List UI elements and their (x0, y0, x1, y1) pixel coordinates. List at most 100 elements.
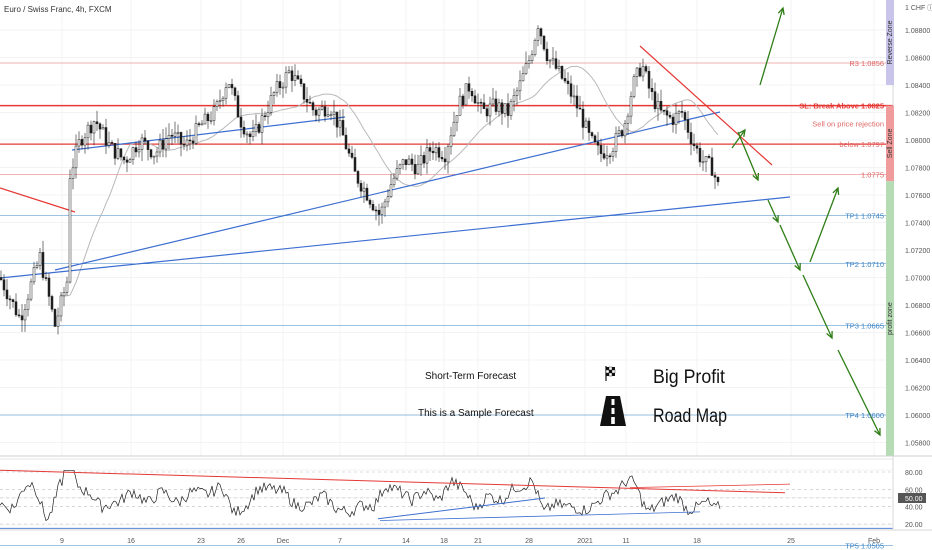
candle-body (458, 95, 462, 116)
candle-body (344, 134, 348, 150)
candle-body (14, 301, 18, 316)
candle-body (407, 158, 411, 165)
candle-body (122, 156, 126, 161)
price-tick-label: 1.07600 (905, 193, 930, 200)
candle-body (17, 314, 21, 317)
candle-body (299, 78, 303, 84)
level-label: 1.0775 (861, 170, 884, 179)
candle-body (350, 152, 354, 158)
big-profit-label: Big Profit (653, 367, 726, 388)
time-tick-label: 2021 (577, 538, 593, 545)
candle-body (443, 158, 447, 163)
candle-body (86, 124, 90, 139)
candle-body (545, 48, 549, 61)
candle-body (554, 58, 558, 69)
candle-body (167, 134, 171, 139)
candle-body (515, 90, 519, 96)
zone-label: profit zone (887, 302, 894, 335)
time-tick-label: 28 (525, 538, 533, 545)
candle-body (464, 83, 468, 106)
candle-body (641, 66, 645, 77)
price-tick-label: 1.07800 (905, 166, 930, 173)
candle-body (56, 315, 60, 327)
time-tick-label: 23 (197, 538, 205, 545)
candle-body (716, 177, 720, 183)
time-tick-label: 7 (338, 538, 342, 545)
candle-body (482, 102, 486, 109)
level-label: R4 1.0905 (849, 0, 884, 1)
osc-value-label: 50.00 (905, 496, 923, 503)
candle-body (215, 101, 219, 107)
candle-body (272, 92, 276, 96)
candle-body (353, 157, 357, 172)
candle-body (473, 95, 477, 104)
candle-body (317, 109, 321, 116)
candle-body (134, 147, 138, 153)
candle-body (548, 59, 552, 62)
candle-body (50, 296, 54, 310)
candle-body (101, 127, 105, 130)
level-label: TP2 1.0710 (845, 260, 884, 269)
candle-body (29, 281, 33, 300)
candle-body (230, 84, 234, 89)
candle-body (290, 70, 294, 81)
candle-body (113, 143, 117, 159)
candle-body (257, 124, 261, 133)
price-axis-bg[interactable] (893, 0, 932, 456)
level-labels: R4 1.0905 R3 1.0856 SL: Break Above 1.0825… (799, 0, 884, 550)
candle-body (488, 103, 492, 117)
arrowhead (826, 330, 833, 340)
candle-body (692, 143, 696, 146)
candle-body (248, 133, 252, 137)
arrowhead (772, 214, 779, 224)
candle-body (680, 111, 684, 113)
candle-body (383, 201, 387, 208)
price-tick-label: 1.06400 (905, 358, 930, 365)
price-tick-label: 1.08200 (905, 111, 930, 118)
candle-body (209, 120, 213, 122)
candle-body (362, 187, 366, 192)
candle-body (560, 65, 564, 79)
candle-body (224, 87, 228, 99)
candle-body (242, 126, 246, 135)
time-tick-label: 16 (127, 538, 135, 545)
checkered-flag-icon (605, 366, 616, 381)
time-tick-label: 14 (402, 538, 410, 545)
candle-body (338, 120, 342, 128)
candle-body (578, 107, 582, 110)
candle-body (182, 143, 186, 146)
candle-body (116, 148, 120, 159)
candle-body (533, 40, 537, 55)
candle-body (131, 147, 135, 160)
zone-band (886, 181, 894, 456)
candle-body (494, 98, 498, 112)
candle-body (446, 146, 450, 163)
candle-body (47, 277, 51, 297)
candle-body (191, 140, 195, 144)
candle-body (485, 108, 489, 117)
osc-resistance-line-2 (629, 483, 791, 488)
candle-body (698, 148, 702, 163)
candle-body (551, 58, 555, 61)
forecast-arrow-down-3 (779, 224, 801, 271)
forecast-arrow-down-5 (837, 349, 881, 436)
candle-body (143, 137, 147, 142)
candle-body (365, 187, 369, 201)
moving-average-line (60, 65, 719, 297)
candle-body (119, 148, 123, 158)
oscillator-pane[interactable] (0, 469, 893, 529)
price-tick-label: 1.08400 (905, 83, 930, 90)
symbol-title[interactable]: Euro / Swiss Franc, 4h, FXCM (4, 5, 112, 14)
candle-body (80, 139, 84, 146)
candle-body (713, 175, 717, 178)
candle-body (440, 157, 444, 160)
candle-body (71, 167, 75, 179)
candle-body (239, 116, 243, 128)
candle-body (23, 309, 27, 321)
candle-body (608, 155, 612, 158)
price-tick-label: 1.07400 (905, 221, 930, 228)
forecast-arrow-up-2 (809, 187, 839, 263)
time-axis-labels: 9 16 23 26 Dec 7 14 18 21 28 2021 11 18 25 Feb (60, 538, 880, 545)
